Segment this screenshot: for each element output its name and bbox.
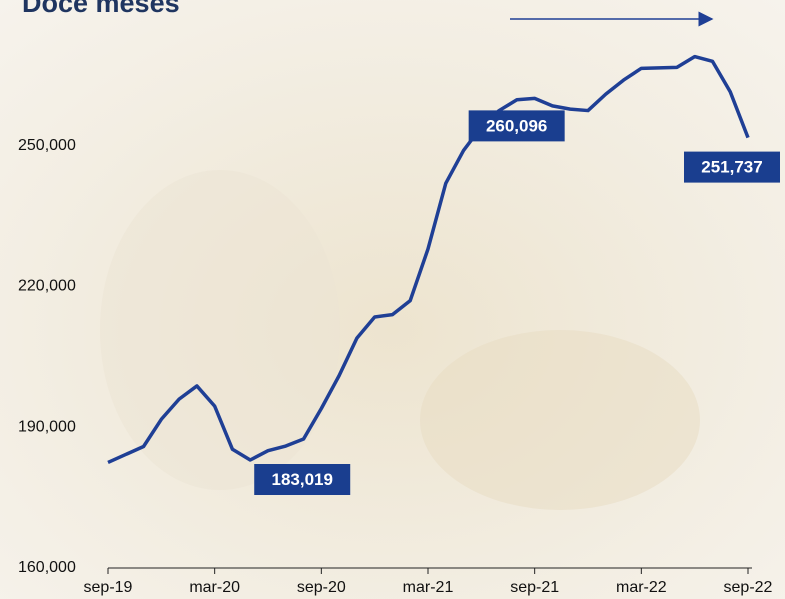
line — [107, 54, 750, 465]
value-label: 260,096 — [486, 116, 547, 135]
x-tick-label: sep-19 — [84, 579, 133, 596]
background-shape — [420, 330, 700, 510]
x-tick-label: sep-22 — [724, 579, 773, 596]
y-tick-label: 160,000 — [18, 559, 76, 576]
y-tick-label: 250,000 — [18, 137, 76, 154]
x-tick-label: sep-21 — [510, 579, 559, 596]
background-shape — [100, 170, 340, 490]
y-tick-label: 220,000 — [18, 278, 76, 295]
x-tick-label: mar-20 — [189, 579, 240, 596]
value-label-box — [468, 110, 565, 142]
value-label-box — [254, 464, 351, 496]
x-tick-label: mar-21 — [403, 579, 454, 596]
value-label-box — [684, 151, 780, 183]
x-tick-label: sep-20 — [297, 579, 346, 596]
value-label: 183,019 — [271, 470, 332, 489]
chart-title: Doce meses — [22, 0, 180, 18]
y-tick-label: 190,000 — [18, 418, 76, 435]
value-label: 251,737 — [701, 158, 762, 177]
x-tick-label: mar-22 — [616, 579, 667, 596]
